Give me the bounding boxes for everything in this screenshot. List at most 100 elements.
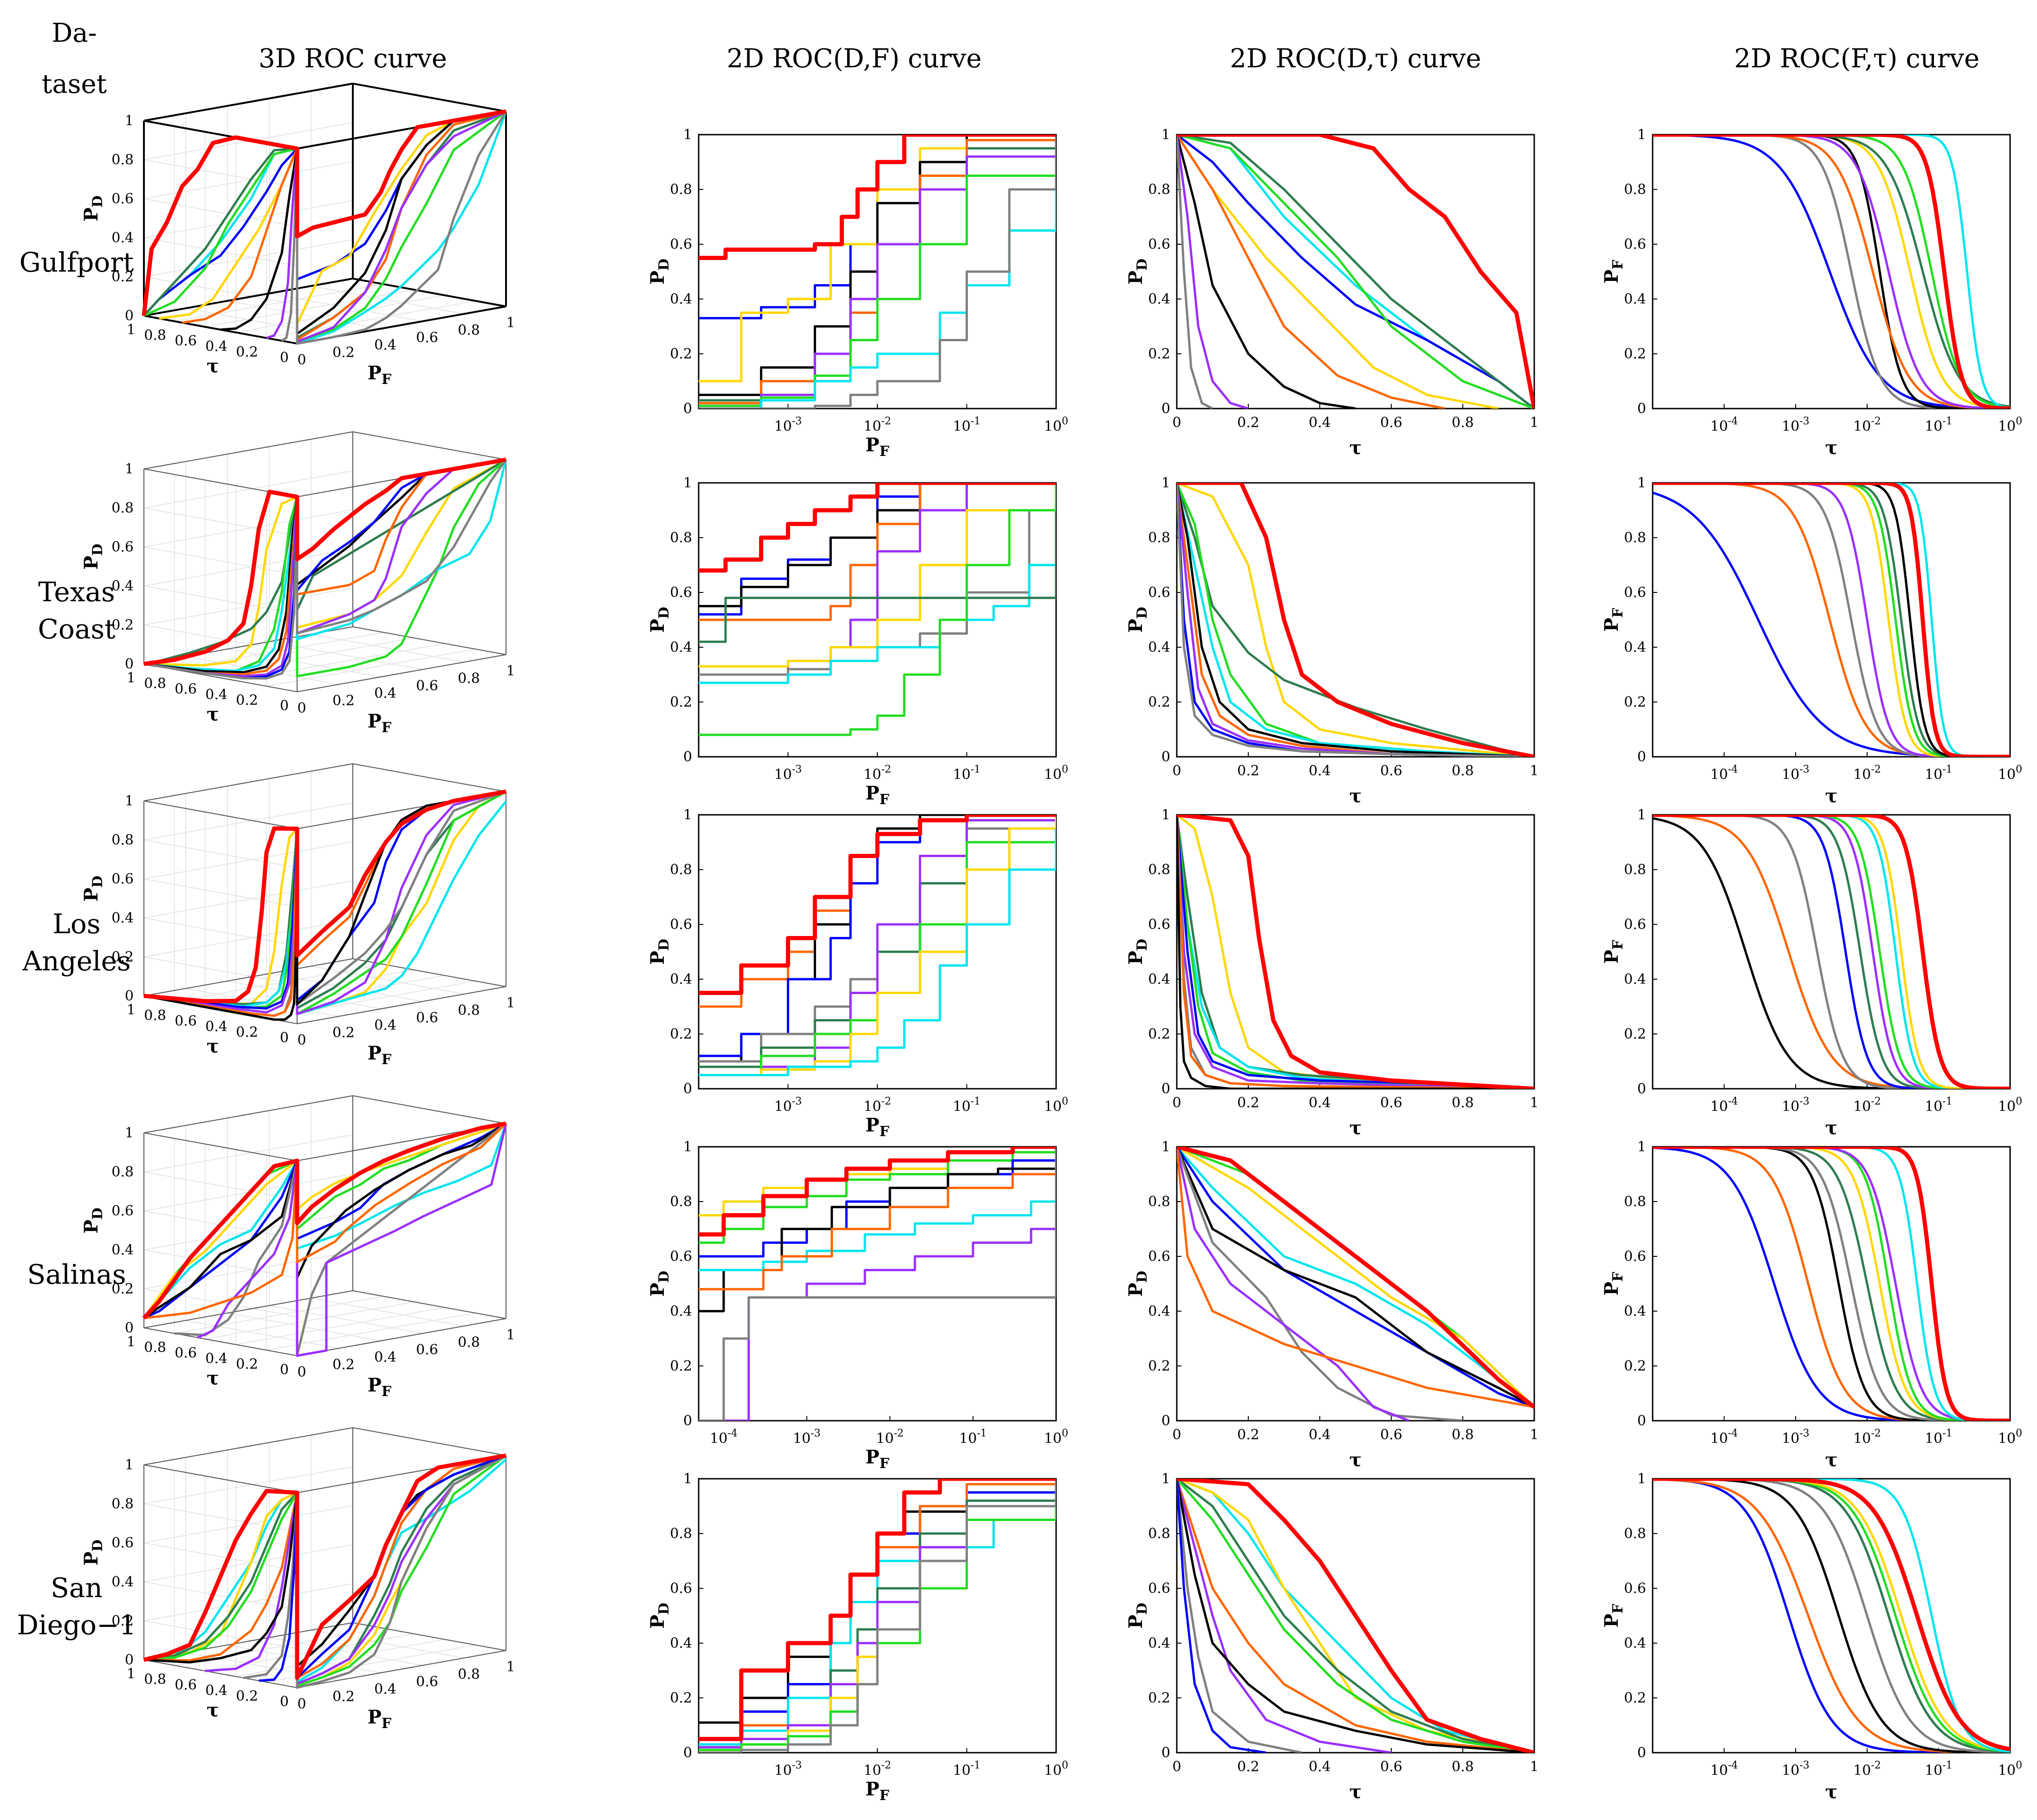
plot-pdtau-row3-xtick-label: 0.6 [1380, 1427, 1402, 1443]
plot-pdtau-row4-series-blue [1177, 1479, 1266, 1753]
plot-pdtau-row0-series-blue [1177, 135, 1534, 409]
plot-pftau-row1-ytick-label: 0.8 [1624, 530, 1646, 546]
plot-3d-row0-pf-tick: 0.4 [374, 337, 396, 353]
plot-3d-row2-box-edge [143, 958, 353, 996]
plot-pdtau-row4-series [1177, 1479, 1534, 1753]
plot-3d-row1-series-red [143, 457, 506, 666]
plot-3d-row1-tau-tick: 0.2 [236, 692, 258, 708]
plot-pdpf-row4-series [699, 1479, 1056, 1753]
plot-pdpf-row4-xtick-label: 10-1 [953, 1760, 981, 1779]
plot-pdtau-row2-xtick-label: 1 [1530, 1095, 1538, 1111]
plot-pdpf-row0-xtick-label: 10-1 [953, 416, 981, 435]
plot-pdpf-row3-xlabel: PF [865, 1446, 889, 1472]
plot-pftau-row2-series-black [1653, 817, 2010, 1089]
row-label-4-0: San [51, 1572, 103, 1604]
plot-pftau-row1-ytick-label: 0 [1637, 749, 1646, 765]
plot-3d-row1-grid [227, 649, 381, 677]
plot-pdtau-row2-series-yellow [1177, 815, 1534, 1089]
plot-pdpf-row0-ytick-label: 0.6 [670, 236, 692, 253]
plot-pftau-row3-ytick-label: 0.6 [1624, 1248, 1646, 1265]
plot-3d-row4-pf-tick: 0.6 [416, 1674, 438, 1690]
plot-3d-row2-tau-tick: 0.4 [205, 1019, 227, 1035]
plot-3d-row2-tau-tick: 0.2 [236, 1024, 258, 1040]
plot-3d-row1-tau-label: τ [207, 703, 219, 725]
plot-3d-row1-tau-tick: 0.6 [175, 681, 197, 697]
plot-3d-row2-box-edge [352, 763, 506, 792]
plot-pdtau-row2-series-red [1177, 815, 1534, 1089]
plot-pdtau-row1-ytick-label: 0.8 [1148, 530, 1170, 546]
plot-pdtau-row1-series-gray [1177, 483, 1534, 757]
plot-3d-row0-tau-tick: 0.6 [175, 333, 197, 349]
plot-pftau-row0-ytick-label: 0.6 [1624, 236, 1646, 253]
plot-3d-row3-series-orange [143, 1123, 507, 1320]
plot-3d-row0-grid [143, 239, 353, 277]
plot-pdtau-row4-xtick-label: 0.2 [1237, 1759, 1259, 1775]
plot-3d-row1-pd-tick: 1 [125, 461, 134, 477]
plot-pftau-row4-xtick-label: 10-1 [1925, 1760, 1953, 1779]
plot-3d-row0-box-edge [143, 278, 353, 317]
plot-pftau-row2-ytick-label: 0 [1637, 1081, 1646, 1097]
plot-pdpf-row1-ytick-label: 0.6 [670, 585, 692, 601]
row-label-0-0: Gulfport [19, 247, 134, 278]
plot-3d-row4-box-edge [143, 1464, 298, 1493]
plot-3d-row0-series-blue [143, 110, 506, 317]
plot-3d-row2-tau-tick: 0.8 [144, 1008, 166, 1024]
plot-pdtau-row2-ytick-label: 1 [1161, 807, 1170, 823]
plot-pdpf-row2-ytick-label: 0.6 [670, 916, 692, 933]
plot-pdtau-row1: 0 0.2 0.4 0.6 0.8 1 0 0.2 0.4 0.6 0.8 1 τ PD [1125, 475, 1539, 807]
plot-3d-row2-pd-tick: 0.2 [111, 949, 134, 965]
plot-3d-row4-tau-tick: 0 [280, 1694, 289, 1710]
plot-pdtau-row0-xtick-label: 0 [1172, 415, 1181, 431]
plot-pdtau-row4-series-purple [1177, 1479, 1392, 1753]
plot-3d-row0-pf-tick: 0 [297, 352, 306, 368]
plot-3d-row0-pf-tick: 1 [506, 315, 515, 331]
plot-pftau-row0-ytick-label: 0.8 [1624, 182, 1646, 198]
plot-pftau-row0-xtick-label: 10-3 [1782, 416, 1810, 435]
row-label-2-1: Angeles [22, 945, 130, 977]
row-label-4-1: Diego−1 [17, 1609, 136, 1641]
plot-pdpf-row0-ylabel: PD [647, 259, 672, 285]
plot-3d-row1-box-edge [352, 626, 506, 655]
plot-3d-row3-grid [235, 1307, 445, 1345]
plot-3d-row0: 00.20.40.60.810 0.2 0.4 0.6 0.8 100.20.40.60.… [80, 83, 515, 388]
plot-pftau-row0-ytick-label: 0 [1637, 401, 1646, 417]
plot-3d-row4-pd-label: PD [80, 1540, 106, 1566]
plot-pdtau-row1-xtick-label: 0.4 [1309, 763, 1331, 779]
plot-pdpf-row3-xtick-label: 10-1 [959, 1428, 987, 1447]
plot-pftau-row4-xlabel: τ [1825, 1781, 1838, 1803]
plot-pdtau-row3-ytick-label: 0.2 [1148, 1358, 1170, 1374]
plot-3d-row4: 00.20.40.60.810 0.2 0.4 0.6 0.8 100.20.40.60.… [80, 1427, 515, 1732]
plot-pdpf-row1: 0 0.2 0.4 0.6 0.8 1 10-3 10-2 10-1 100 PF PD [647, 475, 1068, 808]
plot-pdtau-row0-series-green [1177, 135, 1534, 409]
plot-pftau-row2-ytick-label: 0.4 [1624, 971, 1646, 988]
plot-pdpf-row1-series-darkgreen [699, 483, 1056, 643]
plot-pdpf-row2-ytick-label: 0.8 [670, 862, 692, 878]
plot-pdpf-row1-series-red [699, 483, 1056, 573]
plot-3d-row3-grid [311, 1298, 465, 1326]
plot-3d-row1-pd-tick: 0.4 [111, 578, 134, 594]
plot-pdpf-row1-ytick-label: 0.4 [670, 639, 692, 656]
plot-pftau-row4-series-cyan [1653, 1479, 2010, 1753]
plot-pdtau-row4-series-cyan [1177, 1479, 1534, 1753]
plot-pdpf-row1-ylabel: PD [647, 607, 672, 633]
plot-3d-row2-series-red [143, 789, 506, 1003]
plot-3d-row4-tau-tick: 0.6 [175, 1677, 197, 1693]
plot-pdtau-row0-series-darkgreen [1177, 135, 1534, 409]
plot-3d-row0-box-edge [352, 83, 506, 112]
plot-3d-row4-grid [143, 1505, 353, 1543]
plot-pftau-row3-ytick-label: 1 [1637, 1139, 1646, 1155]
plot-pdtau-row3: 0 0.2 0.4 0.6 0.8 1 0 0.2 0.4 0.6 0.8 1 τ PD [1125, 1139, 1539, 1471]
plot-3d-row4-tau-tick: 1 [127, 1666, 136, 1682]
plot-pdtau-row0-xtick-label: 0.2 [1237, 415, 1259, 431]
plot-3d-row4-series-red [143, 1453, 506, 1680]
plot-3d-row2-tau-tick: 0 [280, 1030, 289, 1046]
plot-3d-row1-grid [266, 649, 476, 687]
plot-3d-row3-series-gray [174, 1123, 507, 1357]
plot-pftau-row1: 0 0.2 0.4 0.6 0.8 1 10-4 10-3 10-2 10-1 100 τ PF [1601, 475, 2022, 807]
plot-pdpf-row3: 0 0.2 0.4 0.6 0.8 1 10-4 10-3 10-2 10-1 100 PF PD [647, 1139, 1068, 1472]
plot-3d-row2-grid [143, 917, 298, 946]
plot-3d-row3-box-edge [143, 1095, 353, 1133]
plot-pftau-row2-xtick-label: 10-1 [1925, 1096, 1953, 1115]
plot-3d-row0-pf-tick: 0.8 [458, 322, 480, 338]
plot-pdpf-row0-xtick-label: 100 [1044, 416, 1068, 435]
